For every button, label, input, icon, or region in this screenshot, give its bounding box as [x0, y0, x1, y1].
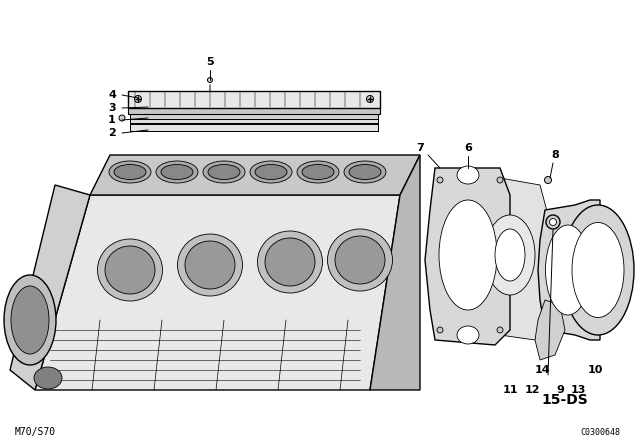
- Ellipse shape: [344, 161, 386, 183]
- Ellipse shape: [437, 177, 443, 183]
- Ellipse shape: [437, 327, 443, 333]
- Ellipse shape: [97, 239, 163, 301]
- Polygon shape: [535, 300, 565, 360]
- Ellipse shape: [265, 238, 315, 286]
- Ellipse shape: [497, 177, 503, 183]
- Ellipse shape: [457, 326, 479, 344]
- Ellipse shape: [4, 275, 56, 365]
- Ellipse shape: [185, 241, 235, 289]
- Ellipse shape: [255, 164, 287, 180]
- Text: 15-DS: 15-DS: [541, 393, 588, 407]
- Polygon shape: [10, 185, 90, 390]
- Ellipse shape: [328, 229, 392, 291]
- Ellipse shape: [572, 223, 624, 318]
- Polygon shape: [500, 178, 548, 340]
- Ellipse shape: [545, 225, 591, 315]
- Ellipse shape: [367, 95, 374, 103]
- Text: 12: 12: [524, 385, 540, 395]
- Ellipse shape: [114, 164, 146, 180]
- Ellipse shape: [439, 200, 497, 310]
- Ellipse shape: [349, 164, 381, 180]
- Text: 14: 14: [535, 365, 551, 375]
- Ellipse shape: [302, 164, 334, 180]
- Ellipse shape: [497, 327, 503, 333]
- Ellipse shape: [208, 164, 240, 180]
- Text: 11: 11: [502, 385, 518, 395]
- Polygon shape: [425, 168, 510, 345]
- Ellipse shape: [545, 177, 552, 184]
- Text: 9: 9: [556, 385, 564, 395]
- Ellipse shape: [34, 367, 62, 389]
- Ellipse shape: [105, 246, 155, 294]
- Ellipse shape: [457, 166, 479, 184]
- Ellipse shape: [335, 236, 385, 284]
- Ellipse shape: [250, 161, 292, 183]
- Text: 5: 5: [206, 57, 214, 67]
- Text: 8: 8: [551, 150, 559, 160]
- Ellipse shape: [156, 161, 198, 183]
- Polygon shape: [538, 200, 600, 340]
- Bar: [130, 113, 378, 119]
- Text: 1: 1: [108, 115, 116, 125]
- Ellipse shape: [485, 215, 535, 295]
- Text: 10: 10: [588, 365, 603, 375]
- Ellipse shape: [177, 234, 243, 296]
- Ellipse shape: [134, 95, 141, 103]
- Ellipse shape: [11, 286, 49, 354]
- Text: 6: 6: [464, 143, 472, 153]
- Ellipse shape: [562, 205, 634, 335]
- Ellipse shape: [495, 229, 525, 281]
- Ellipse shape: [550, 219, 557, 225]
- Ellipse shape: [297, 161, 339, 183]
- Ellipse shape: [161, 164, 193, 180]
- Ellipse shape: [207, 78, 212, 82]
- Bar: [128, 91, 380, 108]
- Text: C0300648: C0300648: [580, 427, 620, 436]
- Polygon shape: [370, 155, 420, 390]
- Text: 2: 2: [108, 128, 116, 138]
- Text: M70/S70: M70/S70: [15, 427, 56, 437]
- Polygon shape: [35, 195, 400, 390]
- Bar: [130, 123, 378, 131]
- Text: 4: 4: [108, 90, 116, 100]
- Ellipse shape: [257, 231, 323, 293]
- Text: 3: 3: [108, 103, 116, 113]
- Ellipse shape: [109, 161, 151, 183]
- Ellipse shape: [119, 115, 125, 121]
- Text: 13: 13: [570, 385, 586, 395]
- Polygon shape: [90, 155, 420, 195]
- Bar: [130, 118, 378, 124]
- Bar: [128, 107, 380, 114]
- Ellipse shape: [546, 215, 560, 229]
- Text: 7: 7: [416, 143, 424, 153]
- Bar: [130, 123, 378, 131]
- Ellipse shape: [203, 161, 245, 183]
